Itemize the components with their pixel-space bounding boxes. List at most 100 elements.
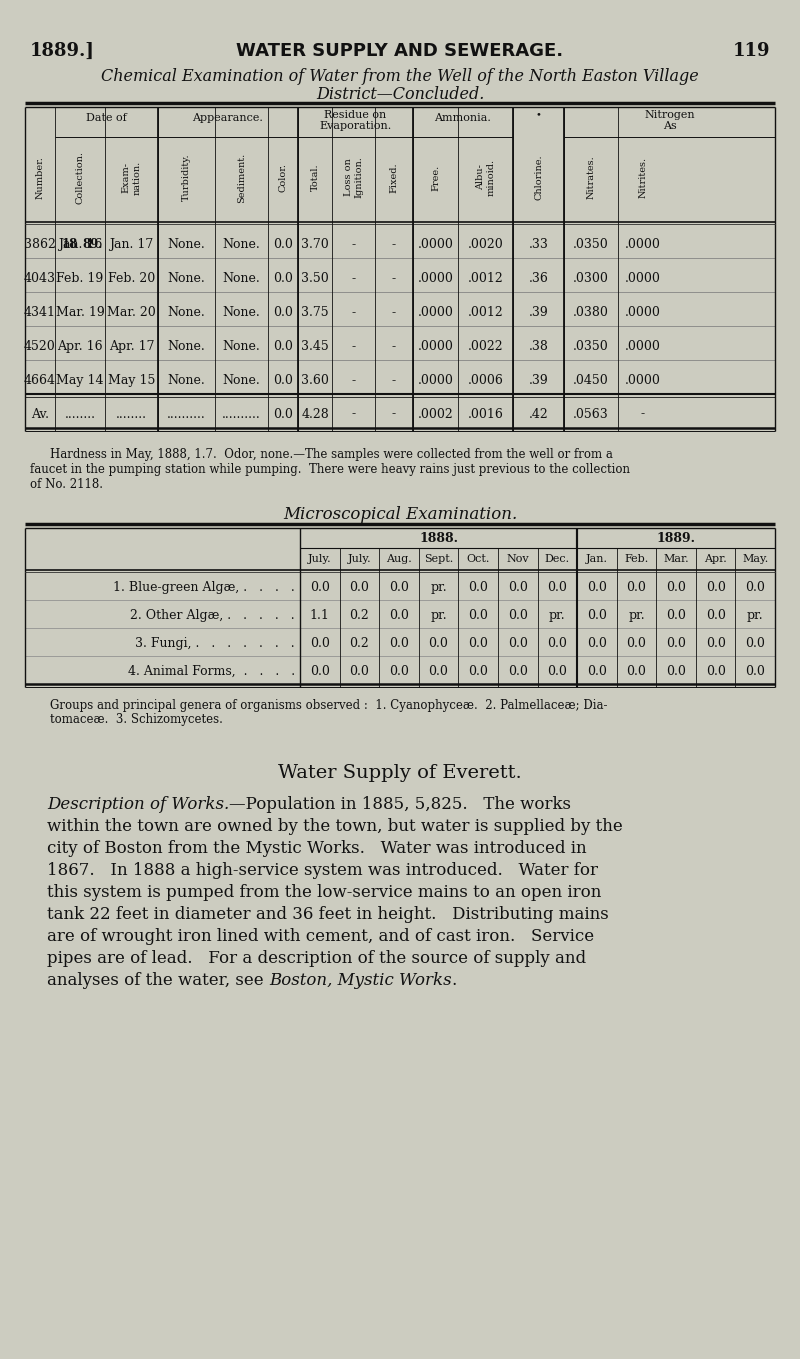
Text: 0.0: 0.0 (389, 665, 409, 678)
Text: 0.0: 0.0 (468, 580, 488, 594)
Text: .0000: .0000 (625, 306, 661, 319)
Text: 0.0: 0.0 (273, 408, 293, 420)
Text: 0.0: 0.0 (706, 580, 726, 594)
Text: 0.0: 0.0 (468, 665, 488, 678)
Text: this system is pumped from the low-service mains to an open iron: this system is pumped from the low-servi… (47, 883, 602, 901)
Text: 0.2: 0.2 (350, 637, 370, 650)
Text: May 14: May 14 (56, 374, 104, 387)
Text: .39: .39 (529, 374, 548, 387)
Text: .42: .42 (529, 408, 548, 420)
Text: ........: ........ (116, 408, 147, 420)
Text: 4043: 4043 (24, 272, 56, 285)
Text: 0.0: 0.0 (389, 637, 409, 650)
Text: 0.2: 0.2 (350, 609, 370, 622)
Text: 0.0: 0.0 (587, 665, 607, 678)
Text: .0000: .0000 (418, 238, 454, 251)
Text: Number.: Number. (35, 156, 45, 198)
Text: .0000: .0000 (418, 306, 454, 319)
Text: .0020: .0020 (468, 238, 503, 251)
Text: Albu-
minoid.: Albu- minoid. (476, 159, 495, 196)
Text: 0.0: 0.0 (587, 609, 607, 622)
Text: None.: None. (168, 272, 206, 285)
Text: As: As (662, 121, 676, 130)
Text: 0.0: 0.0 (468, 637, 488, 650)
Text: pr.: pr. (549, 609, 566, 622)
Text: .0450: .0450 (573, 374, 609, 387)
Text: Mar. 19: Mar. 19 (56, 306, 104, 319)
Text: -: - (351, 408, 355, 420)
Text: May 15: May 15 (108, 374, 155, 387)
Text: 0.0: 0.0 (746, 637, 765, 650)
Text: .0006: .0006 (467, 374, 503, 387)
Text: 3862: 3862 (24, 238, 56, 251)
Text: None.: None. (222, 374, 260, 387)
Text: .0000: .0000 (625, 238, 661, 251)
Text: 1889.: 1889. (657, 531, 695, 545)
Text: 0.0: 0.0 (429, 637, 449, 650)
Text: .0000: .0000 (418, 272, 454, 285)
Text: 3.75: 3.75 (301, 306, 329, 319)
Text: Jan.: Jan. (586, 554, 608, 564)
Text: Free.: Free. (431, 164, 440, 190)
Text: 4664: 4664 (24, 374, 56, 387)
Text: Nitrites.: Nitrites. (638, 156, 647, 198)
Text: Jan. 17: Jan. 17 (110, 238, 154, 251)
Text: 0.0: 0.0 (666, 609, 686, 622)
Text: 1888.: 1888. (419, 531, 458, 545)
Text: Total.: Total. (310, 163, 319, 192)
Text: •: • (535, 110, 542, 120)
Text: Feb. 19: Feb. 19 (56, 272, 104, 285)
Text: Description of Works.: Description of Works. (47, 796, 230, 813)
Text: 119: 119 (733, 42, 770, 60)
Text: 2. Other Algæ, .   .   .   .   .: 2. Other Algæ, . . . . . (130, 609, 295, 622)
Text: 0.0: 0.0 (547, 580, 567, 594)
Text: 4520: 4520 (24, 340, 56, 353)
Text: Jan. 16: Jan. 16 (58, 238, 102, 251)
Text: Boston, Mystic Works: Boston, Mystic Works (269, 972, 451, 989)
Text: Evaporation.: Evaporation. (319, 121, 392, 130)
Text: 0.0: 0.0 (508, 637, 528, 650)
Text: 0.0: 0.0 (626, 665, 646, 678)
Text: 0.0: 0.0 (508, 665, 528, 678)
Text: 4341: 4341 (24, 306, 56, 319)
Text: Collection.: Collection. (75, 151, 85, 204)
Text: 18: 18 (62, 238, 78, 251)
Text: 0.0: 0.0 (547, 637, 567, 650)
Text: Microscopical Examination.: Microscopical Examination. (283, 506, 517, 523)
Text: None.: None. (222, 306, 260, 319)
Text: Av.: Av. (31, 408, 49, 420)
Text: are of wrought iron lined with cement, and of cast iron.   Service: are of wrought iron lined with cement, a… (47, 928, 594, 945)
Text: .0380: .0380 (573, 306, 609, 319)
Text: District—Concluded.: District—Concluded. (316, 86, 484, 103)
Text: 0.0: 0.0 (273, 340, 293, 353)
Text: 0.0: 0.0 (666, 580, 686, 594)
Text: 0.0: 0.0 (666, 665, 686, 678)
Text: -: - (351, 340, 355, 353)
Text: .0016: .0016 (467, 408, 503, 420)
Text: .39: .39 (529, 306, 548, 319)
Text: None.: None. (222, 272, 260, 285)
Text: Hardness in May, 1888, 1.7.  Odor, none.—The samples were collected from the wel: Hardness in May, 1888, 1.7. Odor, none.—… (50, 448, 613, 461)
Text: ..........: .......... (167, 408, 206, 420)
Text: None.: None. (168, 306, 206, 319)
Text: Residue on: Residue on (324, 110, 386, 120)
Text: None.: None. (168, 340, 206, 353)
Text: faucet in the pumping station while pumping.  There were heavy rains just previo: faucet in the pumping station while pump… (30, 463, 630, 476)
Text: 1. Blue-green Algæ, .   .   .   .: 1. Blue-green Algæ, . . . . (114, 580, 295, 594)
Text: None.: None. (168, 238, 206, 251)
Text: Chemical Examination of Water from the Well of the North Easton Village: Chemical Examination of Water from the W… (101, 68, 699, 86)
Text: July.: July. (308, 554, 332, 564)
Text: ........: ........ (65, 408, 95, 420)
Text: Chlorine.: Chlorine. (534, 155, 543, 200)
Text: 0.0: 0.0 (746, 580, 765, 594)
Text: 0.0: 0.0 (587, 637, 607, 650)
Text: within the town are owned by the town, but water is supplied by the: within the town are owned by the town, b… (47, 818, 622, 834)
Text: 0.0: 0.0 (666, 637, 686, 650)
Text: .0300: .0300 (573, 272, 609, 285)
Text: Appearance.: Appearance. (193, 113, 263, 124)
Text: July.: July. (347, 554, 371, 564)
Text: Date of: Date of (86, 113, 127, 124)
Text: 0.0: 0.0 (587, 580, 607, 594)
Text: of No. 2118.: of No. 2118. (30, 478, 103, 491)
Text: None.: None. (168, 374, 206, 387)
